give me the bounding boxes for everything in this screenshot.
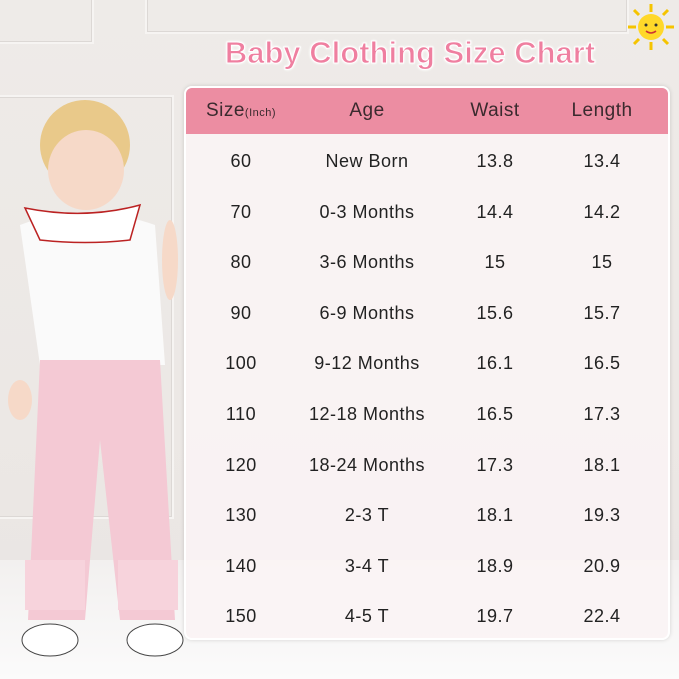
cell-length: 16.5 bbox=[583, 353, 621, 374]
cell-age: 0-3 Months bbox=[319, 201, 415, 222]
header-size-unit: (Inch) bbox=[244, 107, 277, 119]
cell-waist: 13.8 bbox=[476, 151, 514, 171]
cell-size: 100 bbox=[225, 353, 257, 374]
sun-icon bbox=[628, 4, 674, 50]
cell-size: 90 bbox=[230, 302, 252, 323]
cell-waist: 19.7 bbox=[476, 606, 514, 627]
cell-waist: 16.5 bbox=[476, 404, 514, 424]
wall-panel bbox=[145, 0, 629, 34]
cell-length: 22.4 bbox=[583, 606, 621, 627]
cell-size: 60 bbox=[230, 151, 252, 171]
cell-age: 3-4 T bbox=[344, 555, 390, 576]
cell-age: 12-18 Months bbox=[308, 404, 426, 424]
cell-length: 15.7 bbox=[583, 302, 621, 323]
cell-waist: 15 bbox=[484, 252, 506, 273]
cell-length: 17.3 bbox=[583, 404, 621, 424]
cell-size: 120 bbox=[225, 454, 257, 475]
cell-age: 2-3 T bbox=[344, 505, 390, 526]
cell-size: 130 bbox=[225, 505, 257, 526]
header-length: Length bbox=[571, 100, 633, 121]
cell-waist: 17.3 bbox=[476, 454, 514, 475]
cell-length: 14.2 bbox=[583, 201, 621, 222]
header-size: Size(Inch) bbox=[206, 100, 276, 124]
cell-length: 13.4 bbox=[583, 151, 621, 171]
cell-age: 4-5 T bbox=[344, 606, 390, 627]
chart-title: Baby Clothing Size Chart bbox=[224, 35, 596, 71]
table-header: Size(Inch) Age Waist Length bbox=[186, 88, 668, 134]
cell-age: 18-24 Months bbox=[308, 454, 426, 475]
cell-size: 70 bbox=[230, 201, 252, 222]
child-photo bbox=[8, 100, 184, 657]
cell-length: 15 bbox=[591, 252, 613, 273]
cell-length: 19.3 bbox=[583, 505, 621, 526]
cell-age: 6-9 Months bbox=[319, 302, 415, 323]
cell-age: 9-12 Months bbox=[314, 353, 420, 374]
cell-waist: 16.1 bbox=[476, 353, 514, 374]
cell-waist: 14.4 bbox=[476, 201, 514, 222]
cell-waist: 18.1 bbox=[476, 505, 514, 526]
cell-size: 80 bbox=[230, 252, 252, 273]
header-waist: Waist bbox=[470, 100, 520, 121]
cell-waist: 18.9 bbox=[476, 555, 514, 576]
cell-age: 3-6 Months bbox=[319, 252, 415, 273]
cell-age: New Born bbox=[325, 151, 409, 171]
cell-waist: 15.6 bbox=[476, 302, 514, 323]
cell-size: 140 bbox=[225, 555, 257, 576]
header-age: Age bbox=[349, 100, 385, 121]
wall-panel bbox=[0, 0, 94, 44]
cell-length: 18.1 bbox=[583, 454, 621, 475]
cell-size: 150 bbox=[225, 606, 257, 627]
cell-size: 110 bbox=[225, 404, 257, 424]
size-chart-table: Size(Inch) Age Waist Length 60 New Born 13… bbox=[184, 86, 670, 640]
header-size-label: Size bbox=[205, 100, 245, 121]
cell-length: 20.9 bbox=[583, 555, 621, 576]
